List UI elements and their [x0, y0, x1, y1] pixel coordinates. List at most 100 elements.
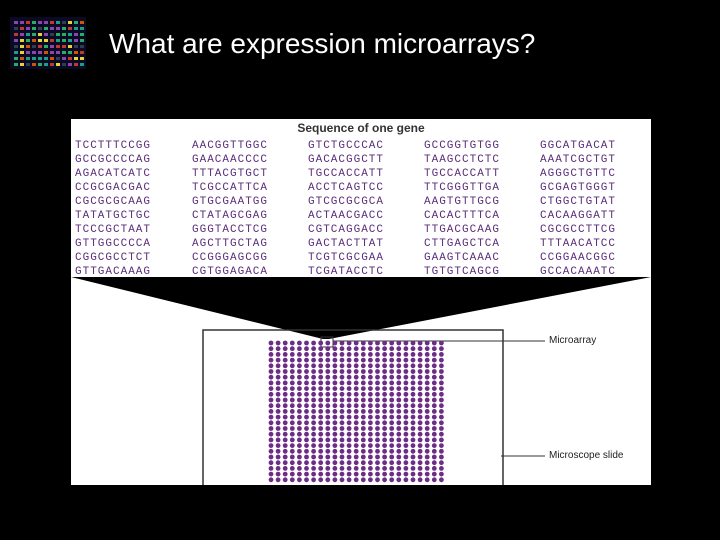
microarray-spot: [325, 426, 331, 431]
microarray-spot: [360, 409, 366, 414]
microarray-spot: [289, 386, 295, 391]
microarray-spot: [282, 471, 288, 477]
microarray-spot: [289, 369, 295, 374]
microarray-spot: [360, 431, 366, 437]
microarray-spot: [289, 352, 295, 357]
microarray-spot: [417, 414, 423, 420]
microarray-spot: [382, 414, 387, 420]
microarray-spot: [282, 391, 288, 397]
microarray-spot: [439, 466, 444, 471]
microarray-spot: [417, 397, 423, 403]
microarray-spot: [360, 477, 366, 483]
microarray-spot: [268, 403, 274, 409]
microarray-spot: [439, 391, 444, 397]
microarray-spot: [275, 386, 281, 391]
microarray-spot: [311, 363, 316, 369]
microarray-spot: [339, 346, 345, 352]
microarray-spot: [268, 431, 274, 437]
thumbnail-spot: [68, 51, 72, 54]
microarray-spot: [360, 397, 366, 403]
microarray-spot: [382, 346, 387, 352]
microarray-spot: [431, 374, 437, 380]
microarray-spot: [439, 426, 444, 431]
microarray-spot: [297, 386, 302, 391]
microarray-spot: [289, 448, 295, 454]
microarray-spot: [368, 397, 373, 403]
microarray-spot: [297, 431, 302, 437]
microarray-spot: [375, 346, 380, 352]
microarray-spot: [346, 471, 352, 477]
microarray-spot: [403, 448, 409, 454]
microarray-spot: [297, 437, 302, 443]
microarray-spot: [353, 374, 359, 380]
thumbnail-spot: [74, 57, 78, 60]
microarray-spot: [360, 352, 366, 357]
microarray-spot: [275, 403, 281, 409]
microarray-spot: [389, 426, 395, 431]
microarray-spot: [403, 369, 409, 374]
microarray-spot: [424, 420, 430, 426]
microarray-spot: [360, 403, 366, 409]
microarray-spot: [311, 448, 316, 454]
microarray-spot: [382, 352, 387, 357]
microarray-spot: [318, 466, 324, 471]
microarray-spot: [353, 431, 359, 437]
microarray-spot: [339, 437, 345, 443]
microarray-spot: [353, 363, 359, 369]
microarray-spot: [431, 414, 437, 420]
microarray-spot: [282, 454, 288, 460]
microarray-spot: [304, 374, 309, 380]
microarray-spot: [382, 363, 387, 369]
microarray-label: Microarray: [549, 335, 597, 346]
microarray-spot: [304, 448, 309, 454]
microarray-spot: [332, 477, 338, 483]
microarray-spot: [360, 448, 366, 454]
microarray-spot: [396, 426, 402, 431]
microarray-spot: [289, 340, 295, 346]
microarray-spot: [311, 420, 316, 426]
microarray-spot: [268, 471, 274, 477]
microarray-spot: [311, 426, 316, 431]
microarray-spot: [318, 443, 324, 448]
microarray-spot: [410, 357, 416, 363]
thumbnail-spot: [62, 21, 66, 24]
microarray-spot: [297, 363, 302, 369]
microarray-spot: [439, 454, 444, 460]
thumbnail-spot: [44, 57, 48, 60]
microarray-spot: [396, 448, 402, 454]
microarray-spot: [332, 409, 338, 414]
microarray-spot: [439, 409, 444, 414]
microarray-spot: [304, 477, 309, 483]
microarray-spot: [311, 346, 316, 352]
microarray-spot: [304, 391, 309, 397]
thumbnail-spot: [56, 63, 60, 66]
microarray-spot: [304, 409, 309, 414]
microarray-spot: [382, 477, 387, 483]
thumbnail-spot: [68, 33, 72, 36]
microarray-spot: [375, 471, 380, 477]
microarray-spot: [439, 471, 444, 477]
microarray-spot: [282, 340, 288, 346]
microarray-spot: [339, 380, 345, 386]
microarray-spot: [297, 466, 302, 471]
microarray-spot: [431, 409, 437, 414]
microarray-spot: [431, 466, 437, 471]
microarray-spot: [318, 340, 324, 346]
microarray-spot: [325, 380, 331, 386]
microarray-spot: [339, 414, 345, 420]
microarray-spot: [424, 471, 430, 477]
microarray-spot: [375, 403, 380, 409]
microarray-spot: [332, 340, 338, 346]
microarray-spot: [368, 391, 373, 397]
microarray-spot: [332, 369, 338, 374]
thumbnail-spot: [74, 39, 78, 42]
microarray-spot: [332, 374, 338, 380]
microarray-spot: [339, 357, 345, 363]
microarray-spot: [360, 454, 366, 460]
microarray-spot: [318, 386, 324, 391]
microarray-spot: [382, 466, 387, 471]
microarray-spot: [424, 374, 430, 380]
microscope-slide-label: Microscope slide: [549, 450, 624, 461]
microarray-spot: [360, 466, 366, 471]
microarray-spot: [410, 386, 416, 391]
